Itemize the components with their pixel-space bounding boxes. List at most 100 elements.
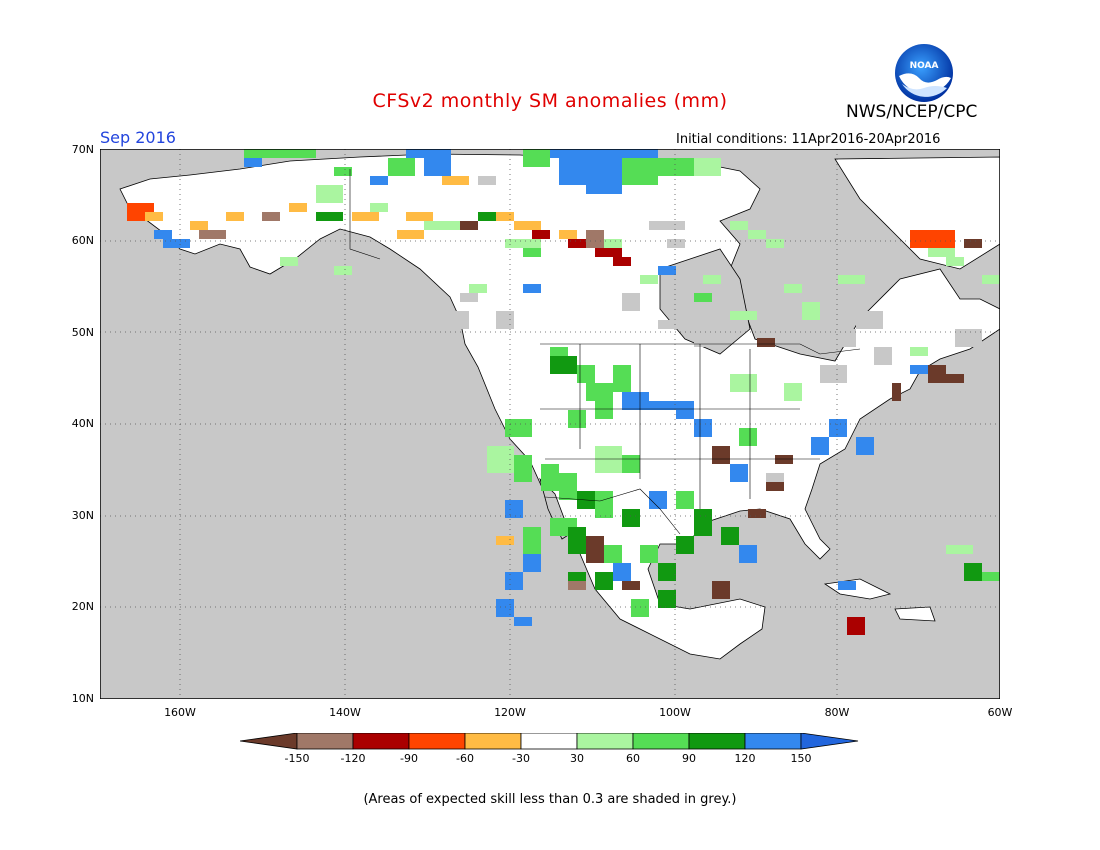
anomaly-cell (622, 455, 640, 473)
anomaly-cell (622, 293, 640, 311)
anomaly-cell (739, 545, 757, 563)
noaa-logo-icon: NOAA (895, 44, 953, 102)
anomaly-cell (568, 410, 586, 428)
anomaly-cell (388, 158, 415, 176)
anomaly-cell (595, 491, 613, 518)
anomaly-cell (955, 329, 982, 347)
lat-label-70n: 70N (71, 143, 94, 156)
colorbar-label: -30 (512, 752, 530, 765)
anomaly-cell (856, 437, 874, 455)
colorbar-label: -120 (340, 752, 366, 765)
anomaly-cell (163, 239, 190, 248)
forecast-month: Sep 2016 (100, 128, 176, 147)
anomaly-cell (226, 212, 244, 221)
anomaly-cell (766, 239, 784, 248)
anomaly-cell (424, 338, 451, 356)
anomaly-cell (145, 212, 163, 221)
anomaly-cell (406, 149, 451, 158)
anomaly-cell (316, 185, 343, 203)
colorbar-label: 150 (790, 752, 812, 765)
anomaly-cells (127, 149, 1000, 635)
anomaly-cell (838, 275, 865, 284)
colorbar-box (408, 733, 466, 750)
anomaly-cell (802, 302, 820, 320)
anomaly-cell (739, 428, 757, 446)
anomaly-cell (523, 554, 541, 572)
colorbar-label: -90 (400, 752, 418, 765)
anomaly-cell (424, 221, 460, 230)
anomaly-cell (964, 563, 982, 581)
anomaly-cell (757, 338, 775, 347)
colorbar-label: 60 (626, 752, 640, 765)
anomaly-cell (370, 203, 388, 212)
lon-label-160w: 160W (164, 706, 196, 719)
anomaly-cell (523, 284, 541, 293)
anomaly-cell (649, 221, 685, 230)
anomaly-cell (478, 176, 496, 185)
colorbar-label: -150 (284, 752, 310, 765)
anomaly-cell (595, 401, 613, 419)
anomaly-cell (496, 536, 514, 545)
anomaly-cell (694, 158, 721, 176)
anomaly-cell (280, 257, 298, 266)
initial-conditions: Initial conditions: 11Apr2016-20Apr2016 (676, 132, 941, 147)
anomaly-cell (658, 266, 676, 275)
anomaly-cell (784, 284, 802, 293)
anomaly-cell (595, 446, 622, 473)
anomaly-cell (874, 347, 892, 365)
anomaly-cell (505, 500, 523, 518)
colorbar-label: -60 (456, 752, 474, 765)
anomaly-cell (721, 527, 739, 545)
anomaly-cell (595, 248, 622, 257)
greenland-land (834, 156, 1000, 270)
anomaly-cell (154, 230, 172, 239)
anomaly-cell (478, 212, 496, 221)
anomaly-cell (559, 473, 577, 500)
anomaly-cell (235, 311, 253, 320)
anomaly-cell (928, 248, 955, 257)
anomaly-cell (523, 248, 541, 257)
anomaly-cell (658, 158, 694, 176)
colorbar-low-arrow (240, 733, 298, 750)
colorbar-box (520, 733, 578, 750)
anomaly-cell (946, 257, 964, 266)
colorbar-box (744, 733, 802, 750)
anomaly-cell (505, 419, 532, 437)
colorbar-box (352, 733, 410, 750)
anomaly-cell (289, 203, 307, 212)
hispaniola-island (894, 606, 936, 622)
anomaly-cell (541, 464, 559, 491)
anomaly-cell (496, 599, 514, 617)
anomaly-cell (703, 275, 721, 284)
anomaly-cell (640, 275, 658, 284)
anomaly-cell (946, 545, 973, 554)
anomaly-cell (568, 239, 595, 248)
anomaly-cell (586, 230, 604, 248)
anomaly-cell (316, 212, 343, 221)
lon-label-80w: 80W (824, 706, 850, 719)
anomaly-cell (505, 239, 541, 248)
anomaly-cell (352, 212, 379, 221)
anomaly-cell (487, 446, 514, 473)
agency-label: NWS/NCEP/CPC (846, 102, 978, 122)
us-mexico-border (544, 488, 681, 535)
anomaly-cell (838, 329, 856, 347)
anomaly-cell (460, 221, 478, 230)
anomaly-cell (334, 167, 352, 176)
anomaly-cell (730, 464, 748, 482)
anomaly-cell (199, 230, 226, 239)
anomaly-cell (586, 536, 604, 563)
anomaly-cell (622, 158, 658, 185)
anomaly-cell (910, 365, 928, 374)
anomaly-cell (559, 230, 577, 239)
anomaly-cell (613, 365, 631, 392)
anomaly-cell (514, 221, 541, 230)
anomaly-cell (694, 293, 712, 302)
lat-label-60n: 60N (71, 234, 94, 247)
anomaly-cell (964, 239, 982, 248)
skill-footnote: (Areas of expected skill less than 0.3 a… (363, 792, 737, 807)
anomaly-cell (748, 509, 766, 518)
anomaly-cell (334, 266, 352, 275)
anomaly-cell (892, 383, 901, 401)
anomaly-cell (577, 365, 595, 383)
